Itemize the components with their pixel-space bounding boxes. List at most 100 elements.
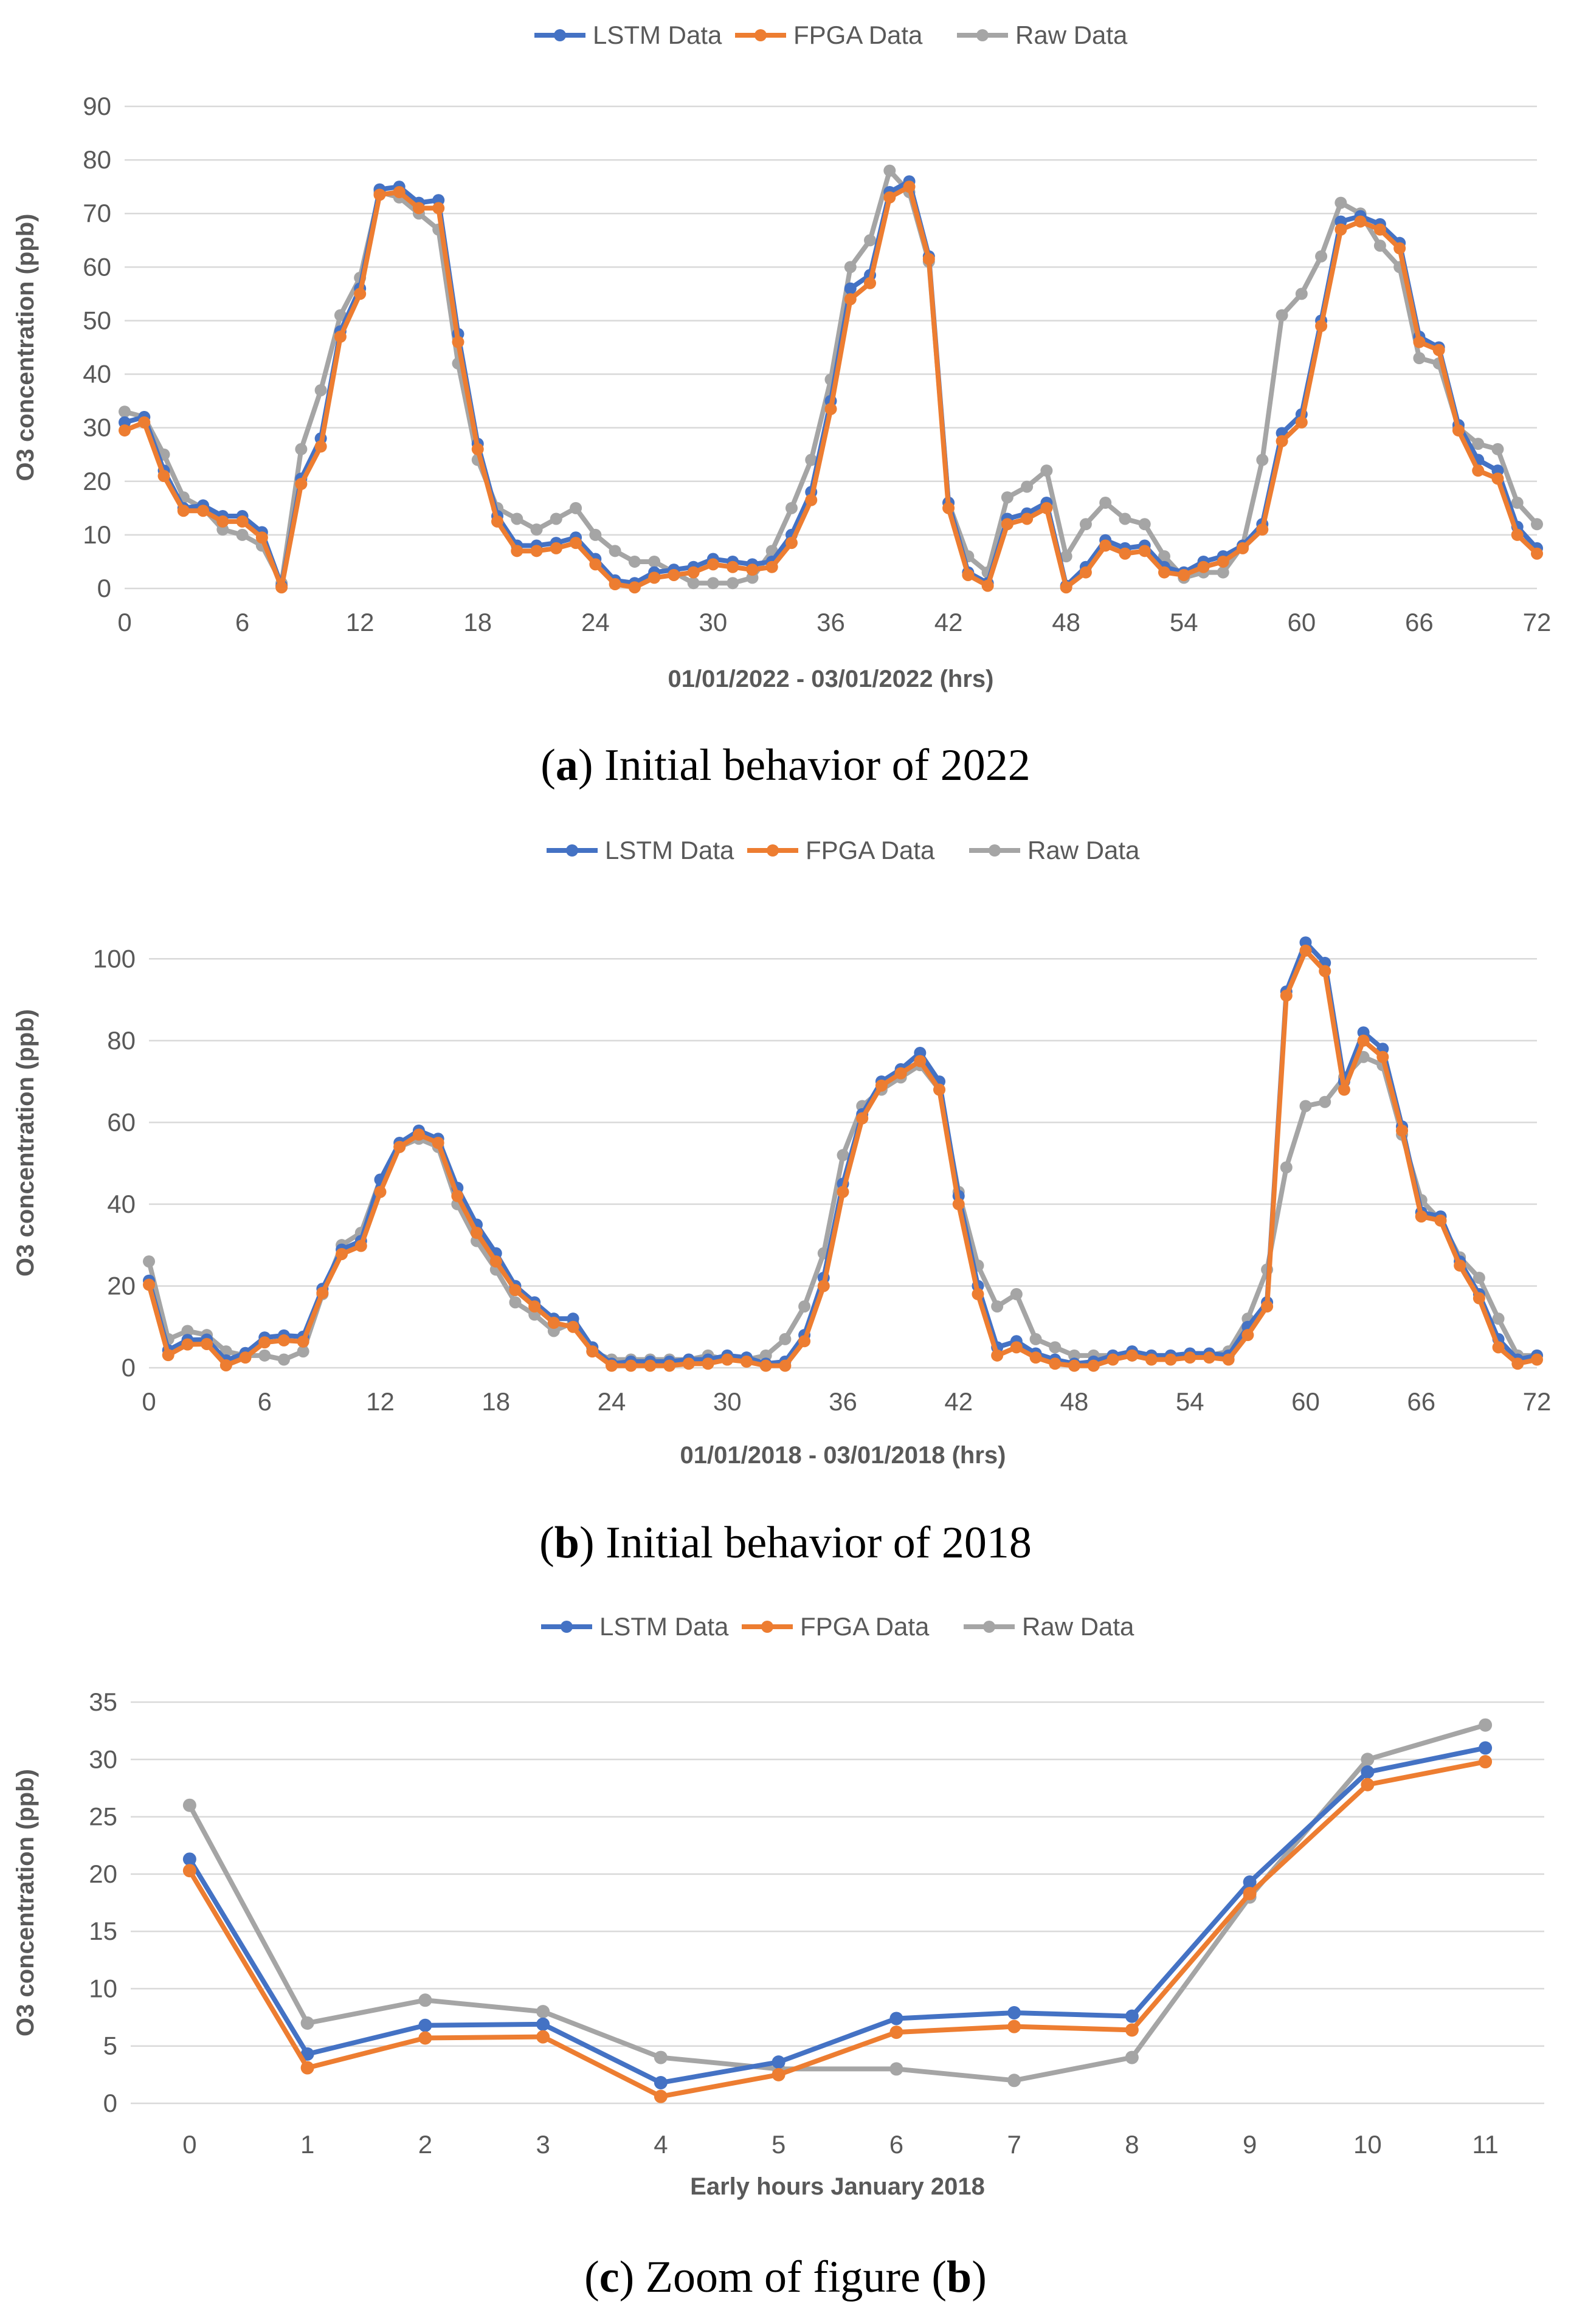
data-point: [844, 261, 857, 274]
caption-prefix: (: [584, 2252, 599, 2302]
data-point: [609, 578, 621, 590]
x-tick-label: 4: [654, 2130, 668, 2159]
data-point: [1376, 1050, 1389, 1063]
data-point: [432, 202, 445, 215]
data-point: [119, 405, 131, 418]
data-point: [138, 416, 151, 429]
y-tick-label: 15: [89, 1917, 117, 1945]
data-point: [530, 523, 543, 536]
data-point: [1261, 1300, 1274, 1313]
data-point: [1334, 196, 1347, 209]
data-point: [914, 1055, 927, 1067]
data-point: [491, 515, 504, 528]
y-tick-label: 30: [83, 413, 111, 442]
data-point: [550, 542, 562, 554]
data-point: [981, 579, 994, 592]
data-point: [1184, 1351, 1196, 1364]
data-point: [1454, 1259, 1466, 1272]
x-tick-label: 11: [1472, 2130, 1499, 2159]
data-point: [933, 1083, 946, 1096]
data-point: [1001, 518, 1013, 531]
data-point: [648, 571, 661, 584]
data-point: [181, 1338, 194, 1351]
legend-label: Raw Data: [1027, 836, 1140, 864]
data-point: [1138, 518, 1151, 531]
data-point: [162, 1349, 174, 1362]
data-point: [451, 1190, 464, 1202]
data-point: [1010, 1288, 1023, 1300]
data-point: [1452, 424, 1465, 437]
data-point: [181, 1325, 194, 1337]
x-tick-label: 3: [536, 2130, 550, 2159]
data-point: [654, 2076, 668, 2090]
y-axis-title: O3 concentration (ppb): [12, 1009, 39, 1277]
data-point: [570, 502, 582, 514]
data-point: [1511, 497, 1524, 509]
data-point: [177, 505, 190, 517]
data-point: [300, 2016, 314, 2030]
y-tick-label: 60: [107, 1108, 136, 1136]
data-point: [511, 512, 523, 525]
legend-item: LSTM Data: [534, 21, 722, 49]
data-point: [509, 1284, 522, 1297]
series-fpga-data: [182, 1755, 1493, 2103]
data-point: [530, 545, 543, 557]
data-point: [1068, 1359, 1080, 1372]
caption-suffix: ) Initial behavior of 2022: [578, 740, 1031, 790]
data-point: [1393, 242, 1406, 255]
chart-b: 0 20 40 60 80 100 0 6 12 18 24 30 36 42 48 54 60 66 72 01/0…: [12, 836, 1551, 1568]
data-point: [991, 1300, 1004, 1313]
caption-bold: c: [599, 2252, 620, 2302]
chart-a: 0 10 20 30 40 50 60 70 80 90 0 6 12 18 24 30 36 42 48 54 60 6…: [12, 21, 1551, 790]
data-point: [143, 1255, 155, 1268]
x-tick-label: 36: [817, 608, 845, 636]
caption-bold: b: [554, 1518, 579, 1568]
data-point: [740, 1355, 753, 1368]
data-point: [258, 1336, 271, 1349]
data-point: [182, 1864, 196, 1878]
data-point: [295, 443, 308, 455]
data-point: [1280, 1161, 1293, 1174]
figure-caption: (c) Zoom of figure (b): [584, 2252, 987, 2302]
x-tick-label: 42: [934, 608, 963, 636]
legend-item: LSTM Data: [547, 836, 734, 864]
data-point: [216, 515, 229, 528]
data-point: [624, 1359, 637, 1372]
data-point: [239, 1351, 252, 1364]
data-point: [354, 288, 367, 300]
data-point: [1280, 989, 1293, 1002]
data-point: [1511, 1357, 1524, 1370]
data-point: [143, 1278, 155, 1291]
caption-bold2: b: [947, 2252, 972, 2302]
x-tick-label: 66: [1407, 1387, 1435, 1416]
data-point: [1119, 512, 1131, 525]
data-point: [875, 1079, 888, 1092]
data-point: [277, 1353, 290, 1366]
data-point: [856, 1112, 869, 1125]
data-point: [952, 1198, 965, 1210]
data-point: [706, 558, 719, 571]
x-tick-label: 6: [889, 2130, 903, 2159]
data-point: [805, 453, 818, 466]
data-point: [798, 1335, 811, 1348]
caption-prefix: (: [540, 740, 556, 790]
data-point: [589, 528, 602, 541]
legend: LSTM Data FPGA Data Raw Data: [541, 1612, 1134, 1641]
x-tick-label: 7: [1007, 2130, 1021, 2159]
data-point: [962, 568, 975, 581]
data-point: [589, 558, 602, 571]
caption-suffix2: ): [972, 2252, 987, 2302]
x-tick-label: 5: [772, 2130, 786, 2159]
data-point: [471, 443, 484, 455]
y-tick-label: 40: [83, 360, 111, 388]
data-point: [1295, 416, 1308, 429]
data-point: [1319, 965, 1331, 978]
data-point: [1060, 581, 1072, 594]
data-point: [1099, 539, 1112, 552]
legend-marker: [566, 844, 578, 857]
data-point: [1434, 1214, 1447, 1227]
y-tick-label: 60: [83, 252, 111, 281]
x-tick-label: 54: [1176, 1387, 1204, 1416]
legend-label: LSTM Data: [605, 836, 734, 864]
